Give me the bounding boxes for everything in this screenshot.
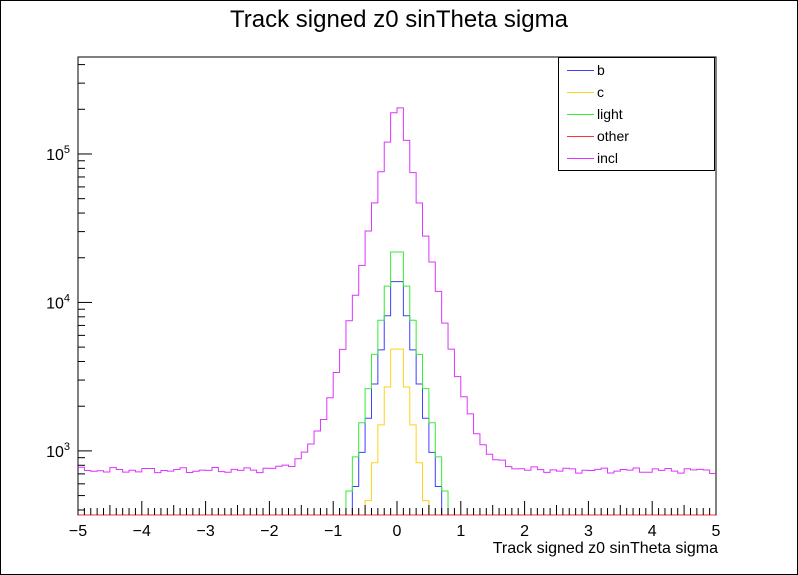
x-tick-label: −3 <box>196 523 214 540</box>
x-tick-label: −4 <box>133 523 151 540</box>
legend-entry-incl: incl <box>559 148 714 170</box>
x-tick-label: −5 <box>69 523 87 540</box>
legend-entry-c: c <box>559 82 714 104</box>
legend-label-light: light <box>597 106 623 122</box>
x-tick-label: 1 <box>456 523 465 540</box>
legend-swatch-c <box>567 92 594 93</box>
legend-entry-b: b <box>559 60 714 82</box>
x-tick-label: 3 <box>584 523 593 540</box>
legend-label-b: b <box>597 62 605 78</box>
legend-swatch-other <box>567 136 594 137</box>
x-tick-label: −2 <box>260 523 278 540</box>
legend-label-c: c <box>597 84 604 100</box>
series-line-incl <box>78 107 716 475</box>
series-line-b <box>78 281 716 516</box>
x-tick-label: −1 <box>324 523 342 540</box>
legend-label-incl: incl <box>597 150 619 166</box>
y-tick-label: 105 <box>46 144 70 164</box>
legend-swatch-b <box>567 70 594 71</box>
x-tick-label: 2 <box>520 523 529 540</box>
legend-label-other: other <box>597 128 629 144</box>
x-tick-label: 5 <box>712 523 721 540</box>
x-tick-label: 4 <box>648 523 657 540</box>
series-line-light <box>78 251 716 516</box>
x-tick-label: 0 <box>393 523 402 540</box>
series-line-c <box>78 348 716 516</box>
legend-swatch-incl <box>567 158 594 159</box>
legend-entry-other: other <box>559 126 714 148</box>
chart-title: Track signed z0 sinTheta sigma <box>230 6 568 33</box>
legend: b c light other incl <box>558 57 715 171</box>
legend-swatch-light <box>567 114 594 115</box>
x-axis-label: Track signed z0 sinTheta sigma <box>492 540 718 557</box>
y-tick-label: 103 <box>46 441 70 461</box>
legend-entry-light: light <box>559 104 714 126</box>
y-tick-label: 104 <box>46 292 70 312</box>
